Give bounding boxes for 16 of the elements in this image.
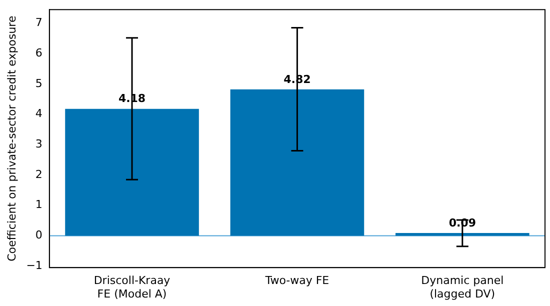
y-tick-label: −1 bbox=[26, 258, 42, 272]
y-tick-label: 7 bbox=[35, 16, 42, 30]
y-tick-label: 0 bbox=[35, 228, 42, 242]
y-tick-label: 4 bbox=[35, 107, 42, 120]
y-tick-label: 3 bbox=[35, 138, 42, 151]
bar bbox=[65, 108, 199, 236]
y-tick-label: 5 bbox=[35, 76, 42, 90]
bar bbox=[396, 233, 530, 236]
x-tick-label: Two-way FE bbox=[264, 274, 330, 288]
y-tick-label: 6 bbox=[35, 46, 42, 60]
y-axis-title: Coefficient on private-sector credit exposure bbox=[5, 16, 18, 262]
bar bbox=[230, 89, 364, 236]
x-tick-label: Dynamic panel (lagged DV) bbox=[421, 274, 504, 300]
x-tick-label: Driscoll-Kraay FE (Model A) bbox=[94, 274, 171, 300]
y-tick-label: 2 bbox=[35, 168, 42, 181]
y-tick-label: 1 bbox=[35, 198, 42, 212]
